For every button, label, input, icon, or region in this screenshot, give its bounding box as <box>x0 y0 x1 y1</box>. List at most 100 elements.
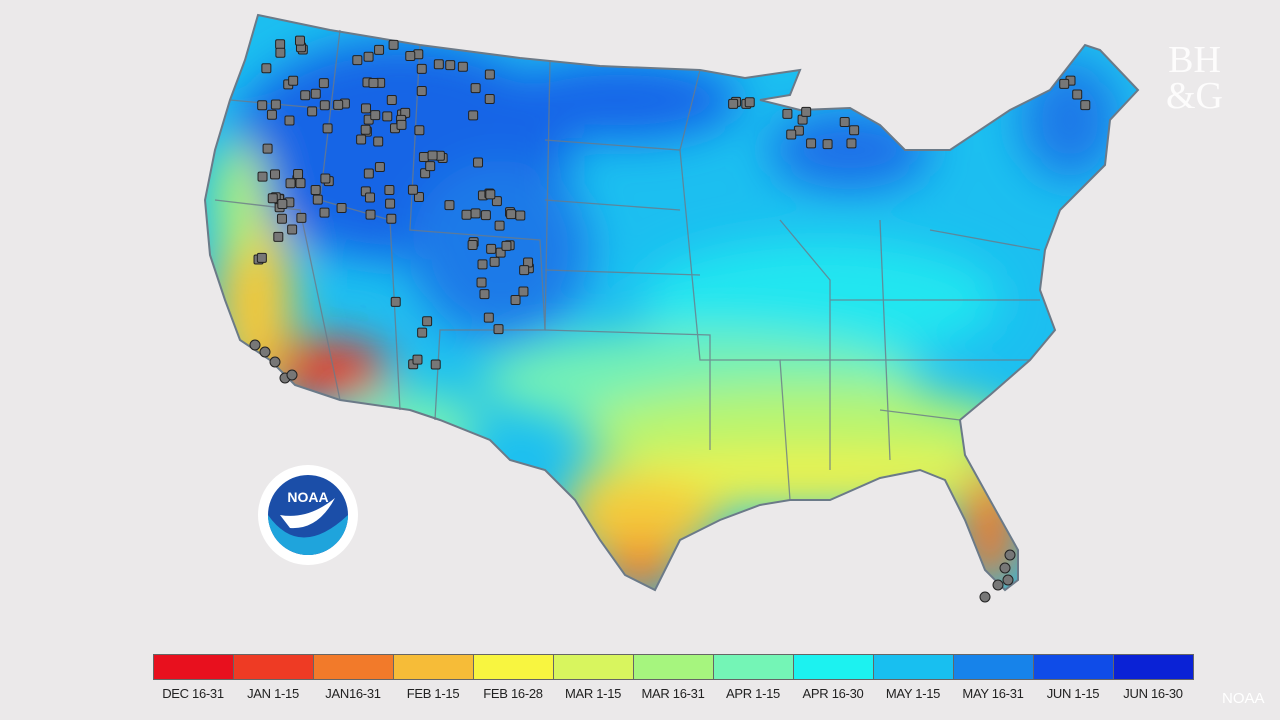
station-square-marker <box>285 178 296 189</box>
station-square-marker <box>849 125 860 136</box>
station-square-marker <box>388 39 399 50</box>
station-square-marker <box>373 136 384 147</box>
legend-swatch <box>474 654 554 680</box>
station-square-marker <box>295 35 305 46</box>
station-square-marker <box>266 109 277 120</box>
station-square-marker <box>414 125 425 136</box>
station-square-marker <box>782 108 793 119</box>
station-square-marker <box>501 240 512 251</box>
legend-swatch <box>1114 654 1194 680</box>
watermark-line2: &G <box>1166 75 1223 117</box>
legend-swatch <box>874 654 954 680</box>
station-circle-marker <box>1004 549 1016 561</box>
station-square-marker <box>486 243 497 254</box>
legend-label: MAY 1-15 <box>885 686 941 701</box>
station-square-marker <box>293 168 304 179</box>
watermark-line1: BH <box>1168 39 1221 81</box>
station-square-marker <box>1059 78 1070 89</box>
station-square-marker <box>484 93 495 104</box>
station-square-marker <box>416 63 427 74</box>
station-square-marker <box>257 171 268 182</box>
station-square-marker <box>506 209 517 220</box>
station-square-marker <box>518 286 529 297</box>
station-square-marker <box>319 207 330 218</box>
legend-label: JUN 16-30 <box>1123 686 1183 701</box>
color-legend <box>153 654 1194 680</box>
station-square-marker <box>363 168 374 179</box>
station-square-marker <box>270 169 281 180</box>
station-square-marker <box>363 51 374 62</box>
station-square-marker <box>479 289 490 300</box>
station-square-marker <box>476 277 487 288</box>
station-square-marker <box>493 324 504 335</box>
station-square-marker <box>275 39 286 50</box>
station-square-marker <box>470 83 481 94</box>
noaa-logo-text: NOAA <box>287 489 328 505</box>
station-square-marker <box>273 231 284 242</box>
legend-label: JAN 1-15 <box>247 686 299 701</box>
legend-swatch <box>714 654 794 680</box>
legend-swatch <box>153 654 234 680</box>
station-square-marker <box>425 161 436 172</box>
credit-text: NOAA <box>1222 690 1265 707</box>
station-square-marker <box>467 239 478 250</box>
station-circle-marker <box>979 591 991 603</box>
station-square-marker <box>386 213 397 224</box>
station-square-marker <box>484 69 495 80</box>
station-circle-marker <box>992 579 1004 591</box>
station-markers <box>249 35 1091 603</box>
legend-swatch <box>794 654 874 680</box>
station-square-marker <box>744 97 755 108</box>
legend-swatch <box>394 654 474 680</box>
legend-label: MAR 1-15 <box>564 686 622 701</box>
station-square-marker <box>267 193 278 204</box>
station-square-marker <box>261 63 272 74</box>
station-square-marker <box>296 212 307 223</box>
station-square-marker <box>510 295 521 306</box>
station-square-marker <box>386 94 397 105</box>
station-square-marker <box>822 139 833 150</box>
station-square-marker <box>483 312 494 323</box>
station-square-marker <box>485 189 496 200</box>
station-square-marker <box>477 259 488 270</box>
station-square-marker <box>295 178 306 189</box>
bhg-watermark: BH &G <box>1166 39 1223 117</box>
station-square-marker <box>382 111 393 122</box>
station-square-marker <box>262 143 273 154</box>
legend-swatch <box>234 654 314 680</box>
station-square-marker <box>257 100 268 111</box>
legend-swatch <box>634 654 714 680</box>
station-circle-marker <box>259 346 271 358</box>
station-square-marker <box>839 116 850 127</box>
legend-labels: DEC 16-31 JAN 1-15 JAN16-31 FEB 1-15 FEB 16-… <box>153 686 1193 701</box>
station-square-marker <box>333 99 344 110</box>
station-square-marker <box>418 151 429 162</box>
station-square-marker <box>374 162 385 173</box>
station-square-marker <box>319 100 330 111</box>
legend-label: JAN16-31 <box>325 686 381 701</box>
station-square-marker <box>430 359 441 370</box>
station-square-marker <box>370 110 381 121</box>
station-square-marker <box>310 88 321 99</box>
station-circle-marker <box>249 339 261 351</box>
station-square-marker <box>312 194 323 205</box>
station-square-marker <box>276 213 287 224</box>
station-square-marker <box>277 198 288 209</box>
station-square-marker <box>417 327 428 338</box>
station-square-marker <box>365 209 376 220</box>
station-square-marker <box>846 138 857 149</box>
station-square-marker <box>318 78 329 89</box>
station-circle-marker <box>999 562 1011 574</box>
station-square-marker <box>405 51 416 62</box>
station-square-marker <box>1072 89 1083 100</box>
station-square-marker <box>360 103 371 114</box>
station-square-marker <box>427 150 438 161</box>
station-square-marker <box>336 202 347 213</box>
station-square-marker <box>275 47 286 58</box>
station-square-marker <box>407 184 418 195</box>
station-square-marker <box>360 124 371 135</box>
station-square-marker <box>473 157 484 168</box>
legend-swatch <box>314 654 394 680</box>
station-square-marker <box>413 192 424 203</box>
